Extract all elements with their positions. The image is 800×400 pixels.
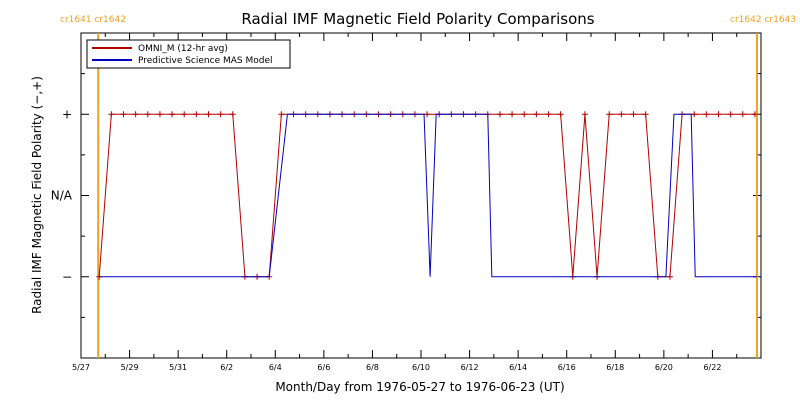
data-point: [169, 111, 176, 118]
x-tick-label: 5/31: [169, 363, 187, 372]
x-tick-label: 6/14: [509, 363, 527, 372]
data-point: [120, 111, 127, 118]
x-tick-label: 6/22: [703, 363, 721, 372]
data-point: [108, 111, 115, 118]
data-point: [205, 111, 212, 118]
data-point: [751, 111, 758, 118]
plot-area: − N/A +5/27 5/29 5/31 6/2 6/4 6/6 6/8 6/10 6/12 6/1…: [51, 32, 762, 372]
legend: OMNI_M (12-hr avg) Predictive Science MAS…: [86, 39, 291, 69]
data-point: [727, 111, 734, 118]
data-point: [557, 111, 564, 118]
x-tick-label: 6/16: [558, 363, 576, 372]
legend-label: OMNI_M (12-hr avg): [138, 44, 228, 54]
data-point: [581, 111, 588, 118]
y-tick-label: −: [62, 270, 72, 284]
data-point: [278, 111, 285, 118]
y-tick-label: N/A: [51, 189, 73, 203]
data-point: [606, 111, 613, 118]
data-point: [533, 111, 540, 118]
data-point: [739, 111, 746, 118]
x-tick-label: 5/29: [121, 363, 139, 372]
x-tick-label: 6/12: [461, 363, 479, 372]
legend-box: [86, 39, 291, 69]
x-tick-label: 6/8: [366, 363, 379, 372]
carrington-label-left: cr1641 cr1642: [60, 15, 126, 25]
x-tick-label: 6/18: [606, 363, 624, 372]
data-point: [521, 111, 528, 118]
y-axis-label: Radial IMF Magnetic Field Polarity (−,+): [30, 76, 44, 314]
legend-label: Predictive Science MAS Model: [138, 56, 273, 66]
data-point: [715, 111, 722, 118]
data-point: [618, 111, 625, 118]
x-axis-label: Month/Day from 1976-05-27 to 1976-06-23 …: [275, 380, 564, 394]
data-point: [229, 111, 236, 118]
x-tick-label: 6/10: [412, 363, 430, 372]
x-tick-label: 6/4: [269, 363, 282, 372]
data-point: [691, 111, 698, 118]
data-point: [132, 111, 139, 118]
data-point: [156, 111, 163, 118]
data-point: [642, 111, 649, 118]
series-line-mas: [99, 113, 757, 278]
data-point: [496, 111, 503, 118]
data-point: [181, 111, 188, 118]
data-point: [193, 111, 200, 118]
x-tick-label: 6/2: [220, 363, 233, 372]
data-point: [144, 111, 151, 118]
y-tick-label: +: [62, 107, 72, 121]
data-point: [545, 111, 552, 118]
data-point: [630, 111, 637, 118]
x-tick-label: 6/20: [655, 363, 673, 372]
data-point: [217, 111, 224, 118]
data-point: [424, 111, 431, 118]
plot-frame: [80, 32, 762, 359]
chart-title: Radial IMF Magnetic Field Polarity Compa…: [241, 10, 594, 28]
carrington-label-right: cr1642 cr1643: [730, 15, 796, 25]
data-point: [666, 273, 673, 280]
data-point: [703, 111, 710, 118]
data-point: [509, 111, 516, 118]
x-tick-label: 5/27: [72, 363, 90, 372]
x-tick-label: 6/6: [317, 363, 330, 372]
